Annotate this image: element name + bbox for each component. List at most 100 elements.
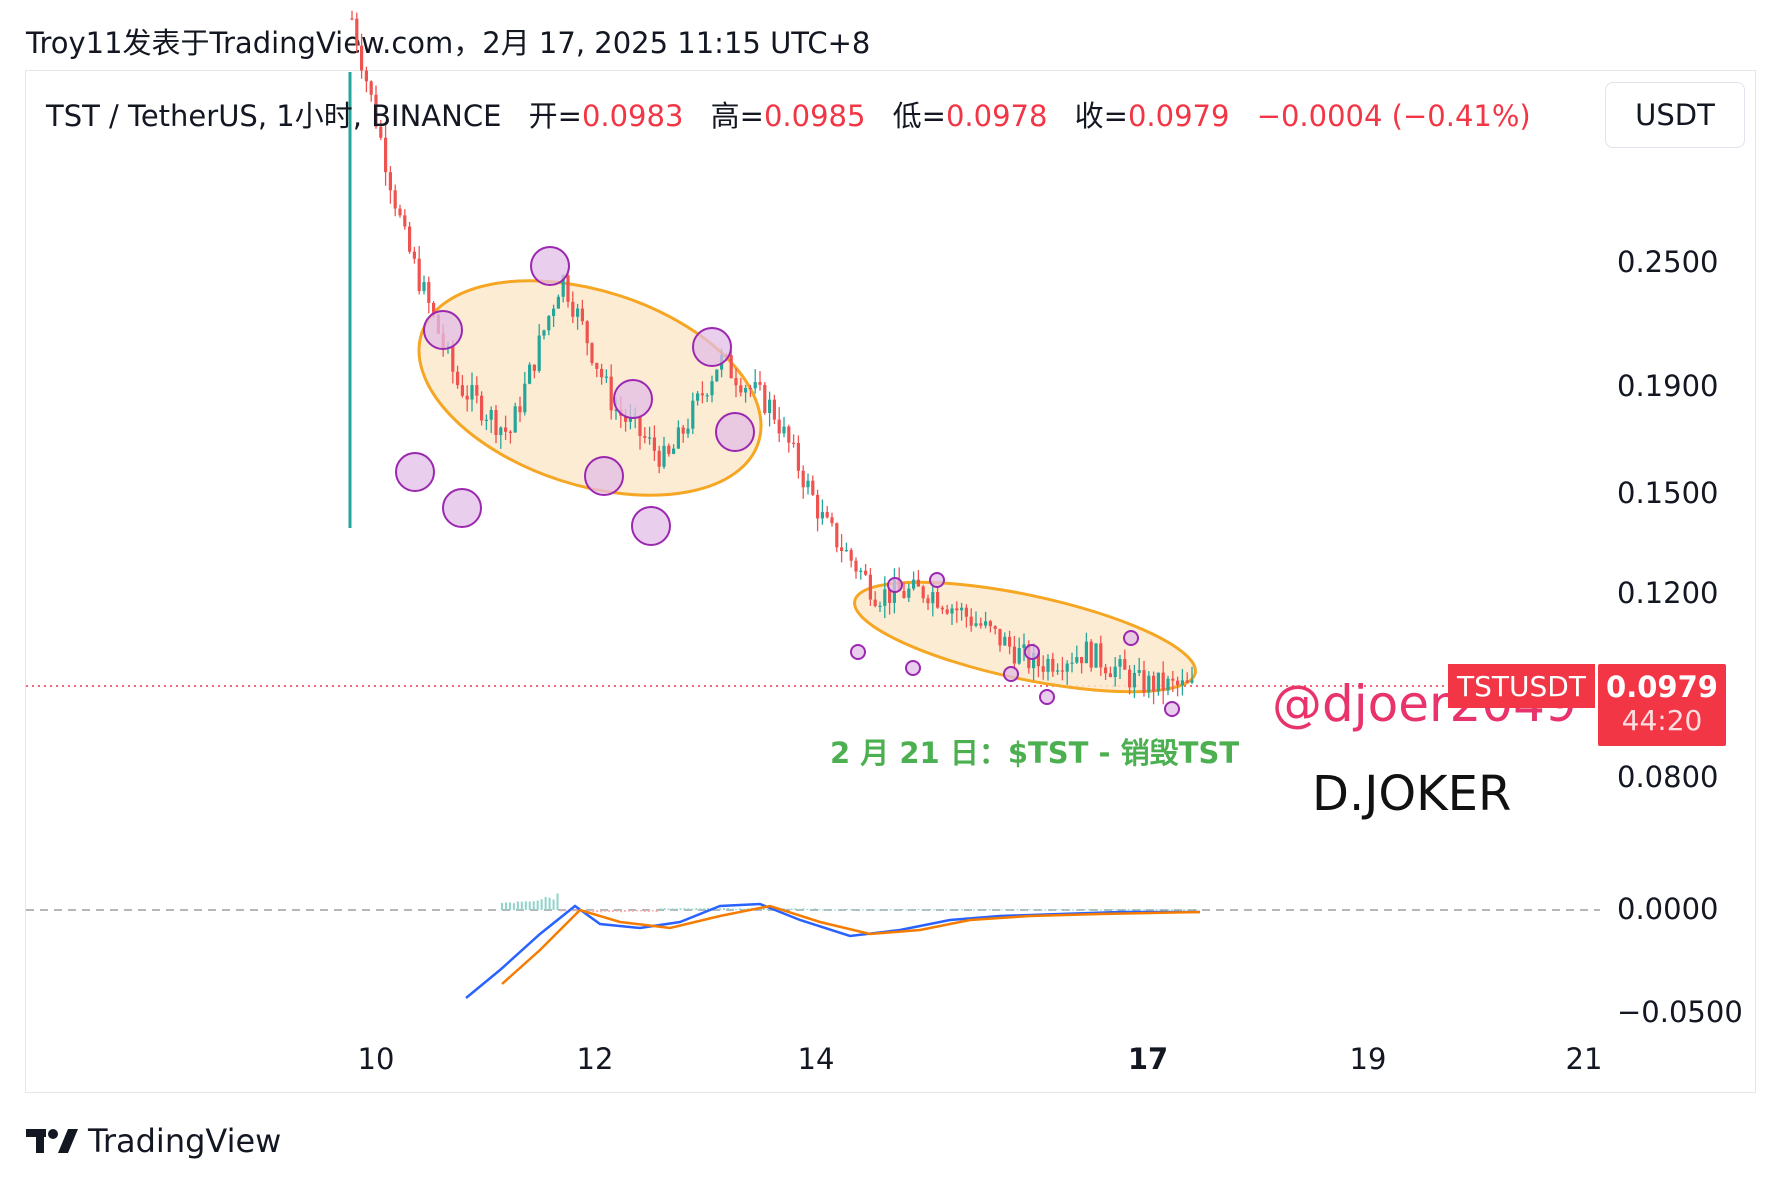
macd-histogram-bar bbox=[651, 910, 654, 912]
candle-body bbox=[1036, 653, 1040, 667]
macd-histogram-bar bbox=[992, 909, 995, 911]
pivot-marker bbox=[929, 572, 945, 588]
macd-histogram-bar bbox=[869, 909, 872, 911]
pivot-marker bbox=[850, 644, 866, 660]
candle-body bbox=[748, 388, 752, 390]
candle-body bbox=[969, 616, 973, 626]
macd-histogram-bar bbox=[810, 908, 813, 910]
macd-histogram-bar bbox=[596, 910, 599, 913]
macd-histogram-bar bbox=[1135, 909, 1138, 911]
macd-histogram-bar bbox=[528, 901, 531, 910]
pivot-marker bbox=[905, 660, 921, 676]
candle-body bbox=[820, 512, 824, 519]
candle-body bbox=[408, 226, 412, 252]
macd-histogram-bar bbox=[691, 908, 694, 910]
candle-body bbox=[1123, 659, 1127, 670]
macd-histogram-bar bbox=[1107, 909, 1110, 911]
macd-histogram-bar bbox=[1119, 909, 1122, 911]
candle-body bbox=[1166, 678, 1170, 691]
candle-body bbox=[744, 388, 748, 393]
macd-histogram-bar bbox=[516, 901, 519, 910]
candle-body bbox=[849, 550, 853, 561]
macd-histogram-bar bbox=[1163, 909, 1166, 911]
x-tick-label: 10 bbox=[357, 1042, 395, 1076]
candle-body bbox=[696, 393, 700, 401]
macd-histogram-bar bbox=[707, 908, 710, 910]
candle-body bbox=[950, 608, 954, 614]
candle-body bbox=[451, 346, 455, 372]
macd-histogram-bar bbox=[647, 910, 650, 912]
macd-histogram-bar bbox=[976, 909, 979, 911]
signal-line bbox=[501, 904, 1201, 985]
pivot-marker bbox=[584, 456, 624, 496]
candle-body bbox=[576, 308, 580, 317]
candle-body bbox=[667, 445, 671, 454]
macd-histogram-bar bbox=[556, 893, 559, 910]
candle-body bbox=[412, 251, 416, 259]
candle-body bbox=[470, 385, 474, 400]
candle-body bbox=[609, 376, 613, 411]
macd-histogram-bar bbox=[683, 908, 686, 910]
footer-brand[interactable]: TradingView bbox=[26, 1122, 281, 1160]
macd-histogram-bar bbox=[1000, 909, 1003, 911]
y-tick-label: 0.1900 bbox=[1617, 369, 1719, 403]
change-value: −0.0004 (−0.41%) bbox=[1256, 99, 1531, 133]
macd-histogram-bar bbox=[968, 909, 971, 911]
macd-histogram-bar bbox=[572, 910, 575, 912]
macd-histogram-bar bbox=[1123, 909, 1126, 911]
pivot-marker bbox=[715, 412, 755, 452]
bar-countdown: 44:20 bbox=[1621, 704, 1703, 737]
macd-histogram-bar bbox=[536, 900, 539, 910]
macd-histogram-bar bbox=[520, 901, 523, 910]
macd-histogram-bar bbox=[588, 910, 591, 912]
markers-group bbox=[395, 246, 1180, 717]
candle-body bbox=[753, 382, 757, 389]
candle-body bbox=[432, 302, 436, 315]
candle-body bbox=[979, 623, 983, 626]
candle-body bbox=[600, 368, 604, 378]
pivot-marker bbox=[613, 379, 653, 419]
candle-body bbox=[1104, 667, 1108, 674]
macd-histogram-bar bbox=[980, 909, 983, 911]
candle-body bbox=[350, 18, 354, 20]
candle-body bbox=[840, 547, 844, 551]
candle-body bbox=[571, 301, 575, 317]
macd-histogram-bar bbox=[635, 910, 638, 912]
candle-body bbox=[504, 427, 508, 432]
candle-body bbox=[825, 512, 829, 518]
candle-body bbox=[369, 81, 373, 95]
macd-histogram-bar bbox=[532, 901, 535, 910]
macd-histogram-bar bbox=[1083, 909, 1086, 911]
macd-histogram-bar bbox=[1179, 909, 1182, 911]
macd-histogram-bar bbox=[619, 910, 622, 913]
high-value: 0.0985 bbox=[763, 99, 866, 133]
candle-body bbox=[542, 330, 546, 336]
macd-histogram-bar bbox=[504, 902, 507, 910]
currency-button[interactable]: USDT bbox=[1605, 82, 1745, 148]
macd-histogram-bar bbox=[972, 909, 975, 911]
macd-histogram-bar bbox=[818, 909, 821, 911]
macd-histogram-bar bbox=[723, 908, 726, 910]
macd-histogram-bar bbox=[1087, 909, 1090, 911]
macd-histogram-bar bbox=[1147, 909, 1150, 911]
pivot-marker bbox=[1164, 701, 1180, 717]
macd-histogram-bar bbox=[1195, 909, 1198, 911]
candle-body bbox=[974, 623, 978, 626]
macd-histogram-bar bbox=[671, 908, 674, 910]
candle-body bbox=[384, 137, 388, 173]
macd-histogram-bar bbox=[842, 909, 845, 911]
candle-body bbox=[1190, 680, 1194, 683]
macd-histogram-bar bbox=[731, 908, 734, 910]
candle-body bbox=[1156, 672, 1160, 692]
candle-body bbox=[1056, 670, 1060, 672]
pivot-marker bbox=[887, 577, 903, 593]
candle-body bbox=[1108, 673, 1112, 677]
macd-histogram-bar bbox=[540, 899, 543, 910]
candle-body bbox=[456, 371, 460, 386]
candle-body bbox=[398, 208, 402, 216]
candle-body bbox=[955, 608, 959, 611]
macd-histogram-bar bbox=[905, 909, 908, 911]
macd-histogram-bar bbox=[643, 910, 646, 912]
macd-histogram-bar bbox=[881, 909, 884, 911]
